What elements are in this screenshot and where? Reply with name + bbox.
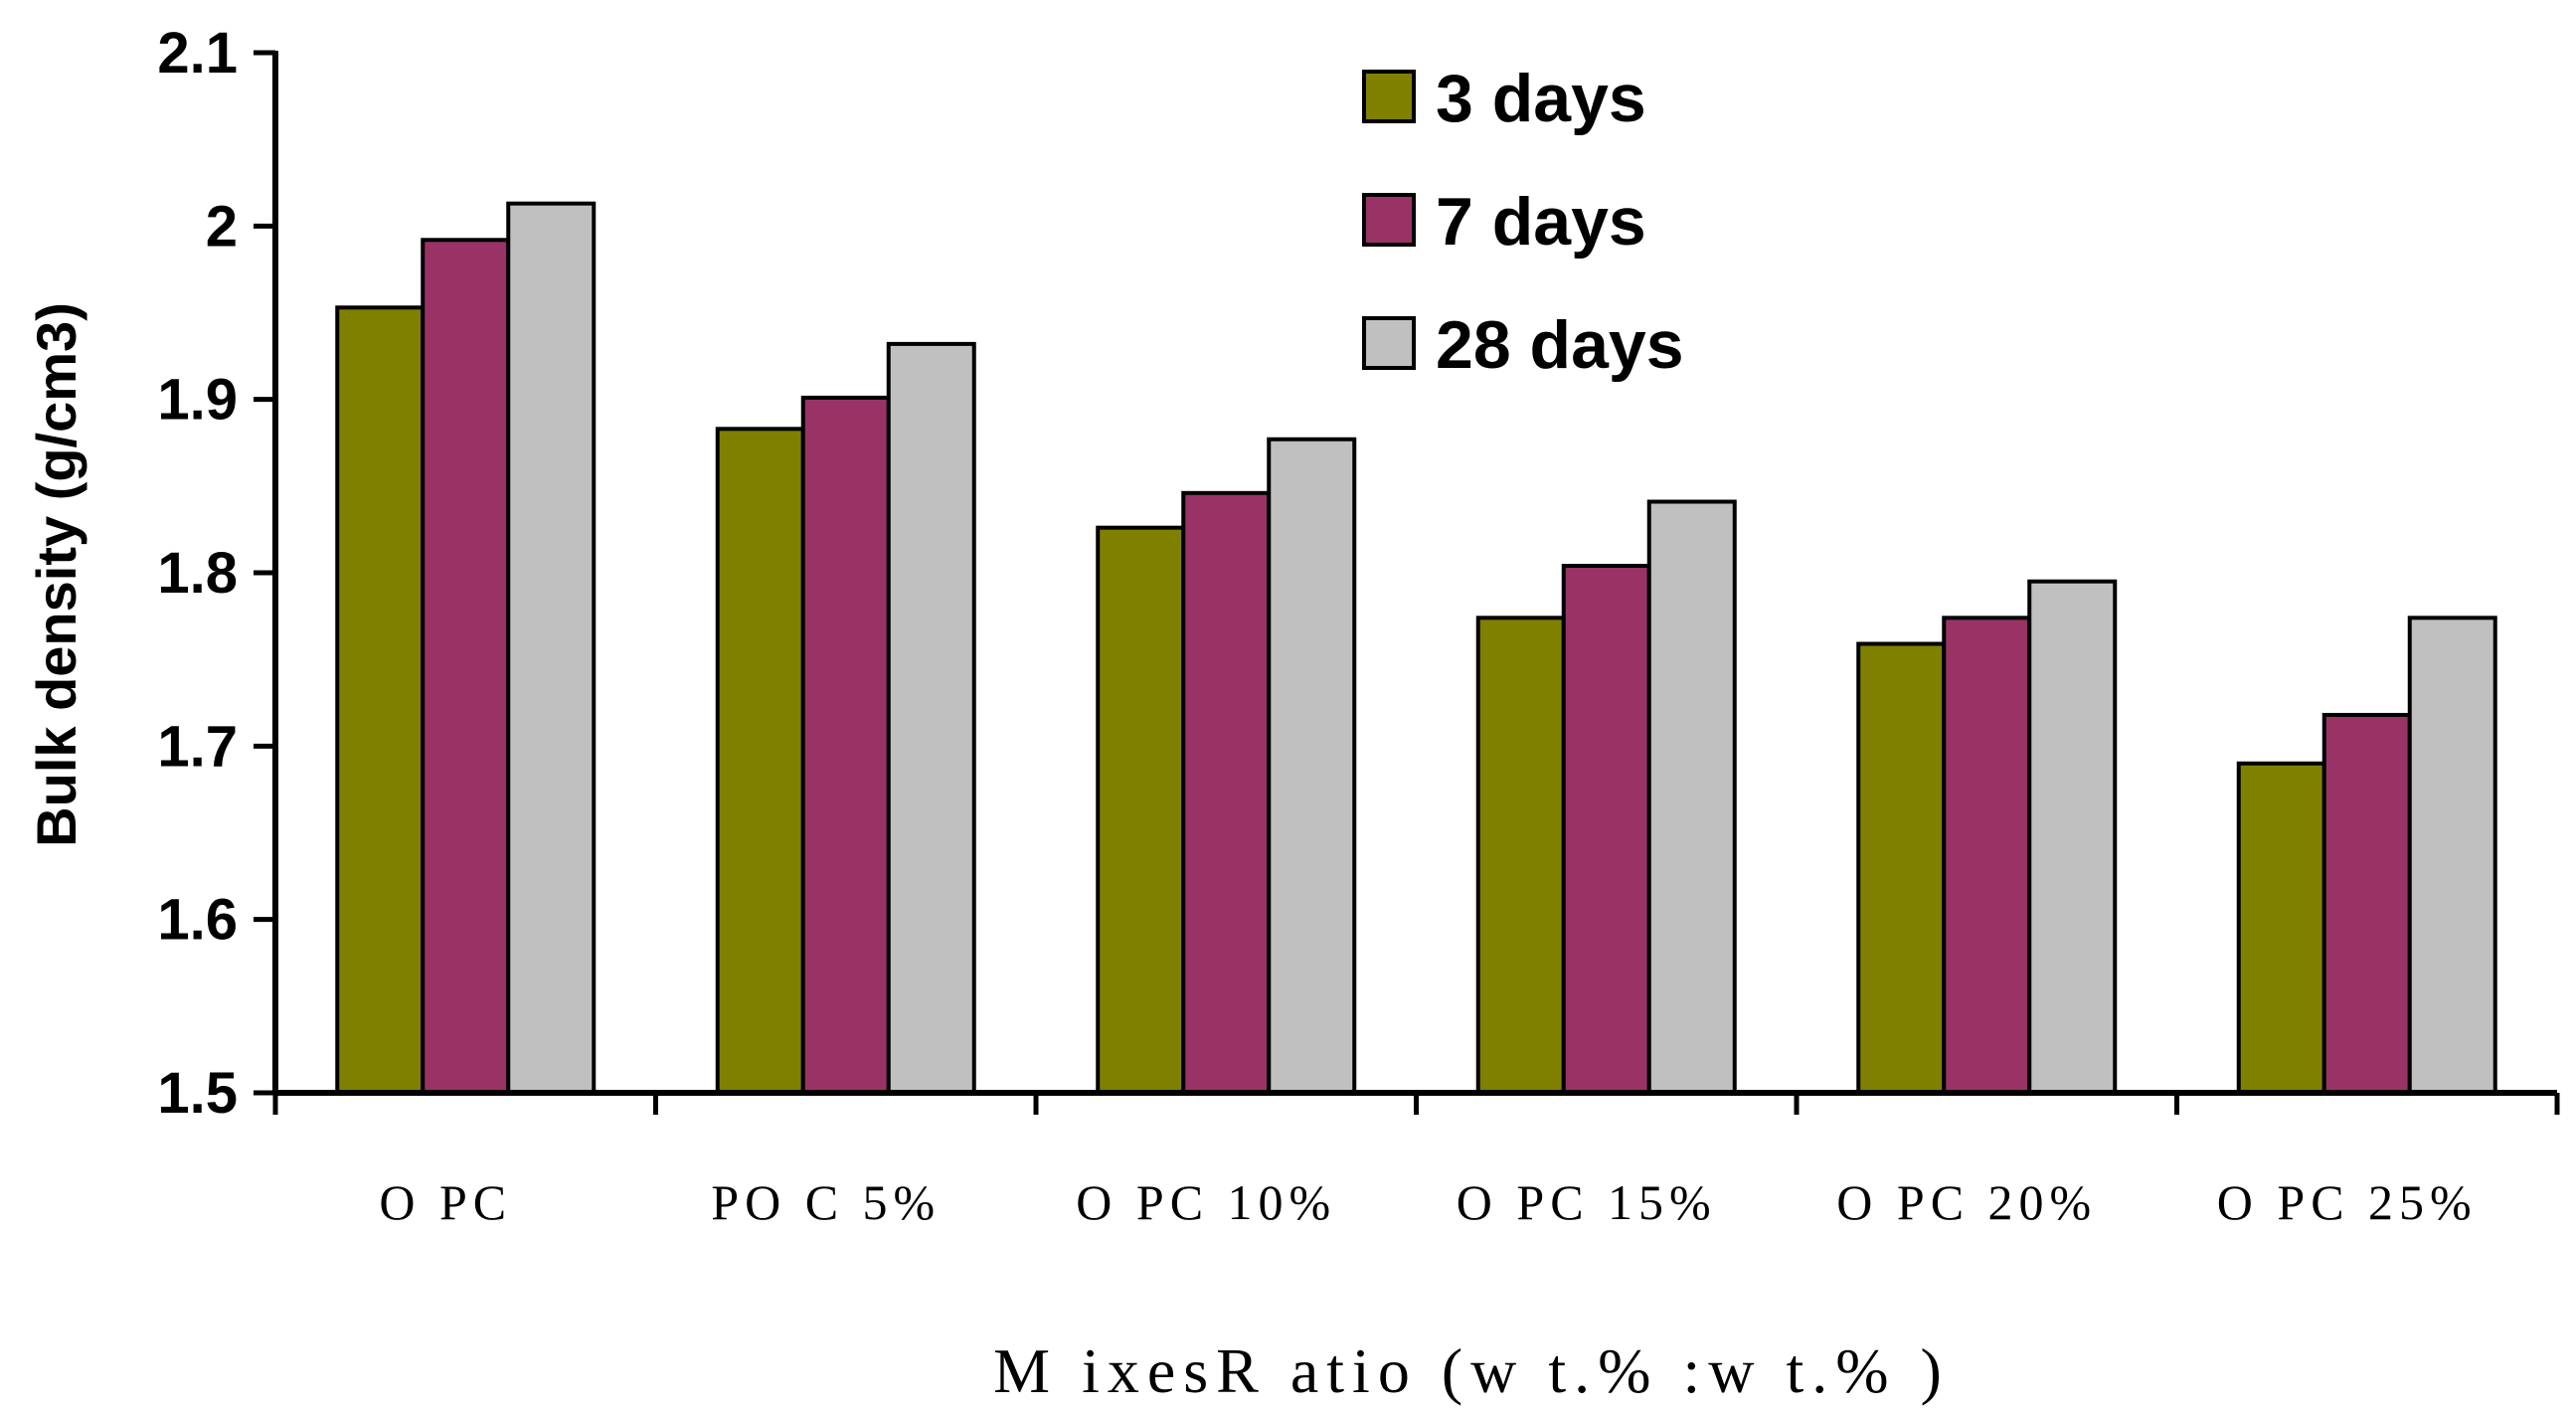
bar-28-days-1: [886, 341, 976, 1095]
legend-swatch-1: [1362, 193, 1416, 247]
bar-28-days-3: [1646, 499, 1737, 1096]
bar-3-days-1: [715, 427, 805, 1095]
x-category-label-2: O PC 10%: [1076, 1174, 1336, 1230]
x-category-label-4: O PC 20%: [1836, 1174, 2097, 1230]
legend: 3 days 7 days 28 days: [1362, 61, 1684, 383]
bar-7-days-2: [1181, 490, 1272, 1096]
axes-group: [272, 51, 2557, 1096]
legend-swatch-0: [1362, 70, 1416, 123]
bars-group: [335, 201, 2497, 1096]
x-category-label-1: PO C 5%: [711, 1174, 941, 1230]
x-category-label-0: O PC: [379, 1174, 512, 1230]
bar-7-days-0: [421, 238, 511, 1095]
bar-3-days-2: [1096, 525, 1186, 1095]
y-tick-label-1: 1.6: [157, 888, 238, 953]
x-axis-title: M ixesR atio (w t.% :w t.% ): [993, 1335, 1950, 1406]
bar-3-days-4: [1856, 641, 1947, 1096]
y-axis-title: Bulk density (g/cm3): [25, 302, 87, 847]
bar-7-days-3: [1561, 564, 1651, 1095]
x-category-label-3: O PC 15%: [1457, 1174, 1717, 1230]
x-category-labels: O PC PO C 5% O PC 10% O PC 15% O PC 20% O PC …: [272, 1093, 2560, 1230]
bar-7-days-4: [1942, 616, 2032, 1095]
y-tick-label-2: 1.7: [157, 714, 238, 779]
legend-label-2: 28 days: [1436, 307, 1684, 383]
bar-3-days-3: [1475, 616, 1566, 1095]
bar-3-days-5: [2236, 761, 2326, 1095]
bar-28-days-4: [2027, 579, 2118, 1095]
y-tick-label-6: 2.1: [157, 21, 238, 86]
bar-28-days-5: [2407, 616, 2497, 1095]
bar-3-days-0: [335, 305, 426, 1095]
bar-7-days-5: [2321, 712, 2412, 1095]
y-tick-label-4: 1.9: [157, 368, 238, 433]
legend-label-0: 3 days: [1436, 61, 1646, 136]
bar-7-days-1: [800, 395, 891, 1095]
y-tick-label-0: 1.5: [157, 1061, 238, 1126]
y-tick-labels: 1.5 1.6 1.7 1.8 1.9 2 2.1: [157, 21, 275, 1126]
legend-swatch-2: [1362, 316, 1416, 370]
legend-label-1: 7 days: [1436, 184, 1646, 260]
x-category-label-5: O PC 25%: [2217, 1174, 2478, 1230]
y-tick-label-5: 2: [206, 194, 238, 259]
y-tick-label-3: 1.8: [157, 541, 238, 606]
bar-28-days-2: [1267, 437, 1357, 1096]
bar-28-days-0: [506, 201, 597, 1096]
